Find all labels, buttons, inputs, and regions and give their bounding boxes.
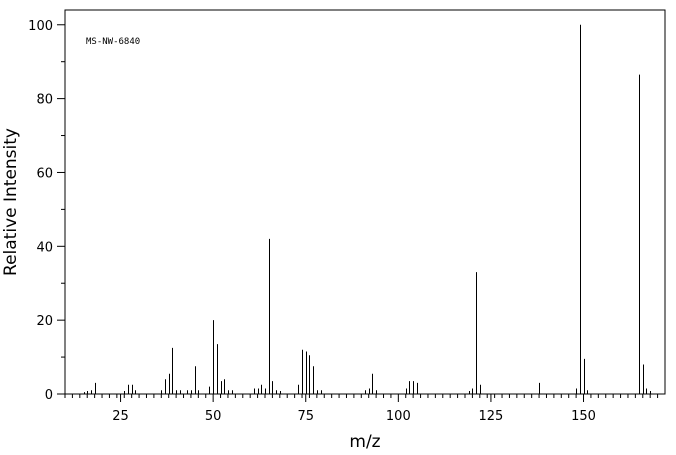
x-tick-label: 25 bbox=[112, 409, 129, 424]
y-axis-title: Relative Intensity bbox=[1, 128, 21, 276]
peaks bbox=[84, 24, 651, 394]
y-axis-ticks: 0 20 40 60 80 100 bbox=[28, 19, 65, 403]
x-tick-label: 150 bbox=[571, 409, 596, 424]
y-tick-label: 100 bbox=[28, 19, 53, 34]
x-axis-title: m/z bbox=[349, 432, 380, 452]
y-tick-label: 20 bbox=[36, 314, 53, 329]
x-axis-ticks: 25 50 75 100 125 150 bbox=[112, 394, 596, 424]
x-tick-label: 75 bbox=[297, 409, 314, 424]
x-tick-label: 50 bbox=[205, 409, 222, 424]
spectrum-id-annotation: MS-NW-6840 bbox=[86, 37, 140, 47]
x-tick-label: 125 bbox=[479, 409, 504, 424]
y-tick-label: 40 bbox=[36, 240, 53, 255]
minor-ticks bbox=[61, 61, 659, 398]
y-tick-label: 60 bbox=[36, 166, 53, 181]
y-tick-label: 0 bbox=[45, 388, 53, 403]
plot-frame bbox=[64, 9, 666, 395]
y-tick-label: 80 bbox=[36, 93, 53, 108]
x-tick-label: 100 bbox=[386, 409, 411, 424]
